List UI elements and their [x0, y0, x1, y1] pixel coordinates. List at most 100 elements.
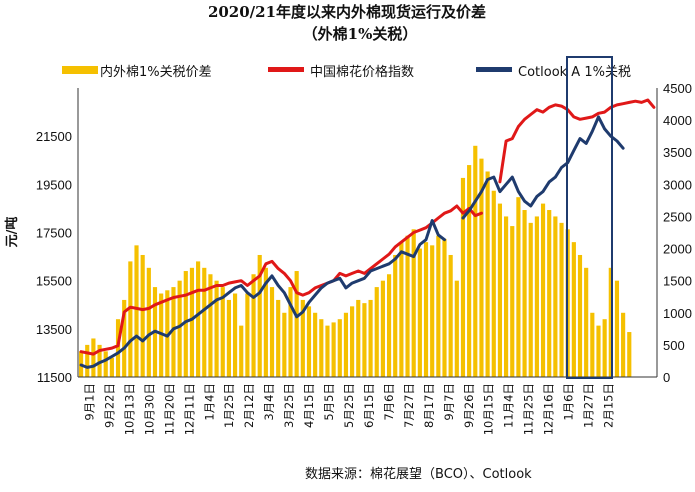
spread-bar	[430, 245, 435, 377]
x-tick-label: 9月22日	[102, 383, 116, 428]
spread-bar	[374, 287, 379, 377]
spread-bar	[510, 226, 515, 377]
right-tick-label: 4000	[663, 113, 692, 128]
left-tick-label: 19500	[36, 177, 72, 192]
x-tick-label: 12月16日	[542, 383, 556, 435]
left-tick-label: 17500	[36, 226, 72, 241]
x-tick-label: 1月6日	[562, 383, 576, 421]
spread-bar	[177, 280, 182, 377]
spread-bar	[577, 254, 583, 377]
left-tick-label: 15500	[36, 274, 72, 289]
spread-bar	[171, 287, 176, 377]
right-tick-label: 1000	[663, 306, 692, 321]
spread-bar	[368, 299, 373, 377]
right-tick-label: 3000	[663, 177, 692, 192]
legend: 内外棉1%关税价差 中国棉花价格指数 Cotlook A 1%关税	[62, 64, 631, 80]
x-tick-label: 6月15日	[362, 383, 376, 428]
spread-bar	[485, 171, 490, 377]
spread-bar	[614, 280, 620, 377]
right-tick-label: 500	[663, 338, 685, 353]
y-axis-label: 元/吨	[4, 217, 20, 248]
spread-bar	[91, 338, 96, 377]
x-tick-label: 7月6日	[382, 383, 396, 421]
spread-bar	[356, 299, 361, 377]
spread-bar	[239, 325, 244, 377]
spread-bar	[460, 177, 466, 377]
spread-bar	[226, 299, 231, 377]
spread-bar	[399, 242, 404, 377]
spread-bar	[343, 312, 349, 377]
legend-label-cotlook: Cotlook A 1%关税	[518, 65, 631, 80]
spread-bar	[208, 274, 213, 377]
spread-bar	[473, 145, 478, 377]
x-tick-label: 11月25日	[522, 383, 536, 435]
spread-bar	[571, 242, 576, 377]
right-tick-label: 2000	[663, 242, 692, 257]
spread-bar	[386, 274, 392, 377]
x-tick-label: 2月12日	[242, 383, 256, 428]
right-tick-label: 2500	[663, 209, 692, 224]
spread-bar	[257, 254, 262, 377]
spread-bar	[362, 303, 367, 377]
x-tick-label: 5月5日	[322, 383, 336, 421]
spread-bar	[405, 235, 410, 377]
spread-bar	[454, 280, 459, 377]
legend-label-cn-index: 中国棉花价格指数	[310, 64, 414, 80]
spread-bar	[288, 287, 293, 377]
x-tick-label: 1月4日	[202, 383, 216, 421]
spread-bar	[214, 280, 219, 377]
spread-bar	[436, 235, 441, 377]
x-axis-ticks: 9月1日 9月22日 10月13日 10月30日 11月20日 12月11日 1月4日 1月2…	[83, 383, 616, 435]
spread-bar	[313, 312, 318, 377]
x-tick-label: 3月4日	[262, 383, 276, 421]
spread-bar	[220, 287, 225, 377]
spread-bar	[497, 203, 503, 377]
x-tick-label: 3月25日	[282, 383, 296, 428]
spread-bar	[423, 242, 429, 377]
spread-bar	[479, 158, 484, 377]
x-tick-label: 10月15日	[482, 383, 496, 435]
spread-bar	[115, 319, 121, 377]
line-layer	[79, 98, 656, 369]
legend-swatch-bar	[62, 66, 98, 74]
legend-label-spread: 内外棉1%关税价差	[100, 64, 212, 80]
highlight-box	[566, 56, 613, 379]
spread-bar	[159, 293, 164, 377]
spread-bar	[559, 222, 564, 377]
spread-bar	[325, 325, 330, 377]
spread-bar	[251, 274, 256, 377]
spread-bar	[294, 271, 299, 377]
spread-bar	[134, 245, 139, 377]
chart-subtitle: （外棉1%关税）	[303, 25, 418, 43]
x-tick-label: 5月25日	[342, 383, 356, 428]
spread-bar	[522, 210, 527, 377]
spread-bar	[442, 238, 447, 377]
spread-bar	[584, 267, 589, 377]
spread-bar	[448, 254, 453, 377]
spread-bar	[547, 210, 552, 377]
legend-swatch-cn-index	[268, 67, 304, 72]
x-tick-label: 1月27日	[582, 383, 596, 428]
spread-bar	[417, 248, 422, 377]
spread-bar	[627, 332, 632, 377]
spread-bar	[534, 216, 539, 377]
spread-bar	[393, 254, 398, 377]
spread-bar	[306, 306, 312, 377]
left-tick-label: 13500	[36, 322, 72, 337]
x-tick-label: 8月17日	[422, 383, 436, 428]
x-tick-label: 7月27日	[402, 383, 416, 428]
bar-layer	[79, 145, 632, 377]
x-tick-label: 9月7日	[442, 383, 456, 421]
spread-bar	[602, 319, 607, 377]
spread-bar	[300, 299, 305, 377]
cotlook-line	[79, 115, 625, 369]
spread-bar	[282, 312, 287, 377]
spread-bar	[97, 344, 102, 377]
spread-bar	[491, 190, 496, 377]
spread-bar	[269, 287, 275, 377]
spread-bar	[596, 325, 601, 377]
right-tick-label: 0	[663, 370, 670, 385]
spread-bar	[245, 293, 250, 377]
x-tick-label: 11月20日	[162, 383, 176, 435]
